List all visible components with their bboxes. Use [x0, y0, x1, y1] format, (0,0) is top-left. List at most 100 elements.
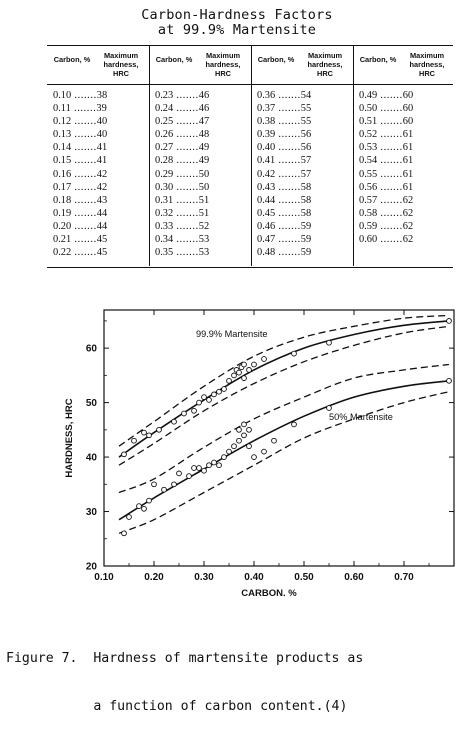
table-row: 0.41 .......57: [253, 154, 351, 167]
table-row: 0.42 .......57: [253, 168, 351, 181]
carbon-value: 0.44: [257, 194, 276, 206]
leader-dots: .......: [71, 155, 97, 167]
carbon-value: 0.24: [155, 103, 174, 115]
header-carbon: Carbon, %: [359, 55, 397, 64]
leader-dots: .......: [377, 207, 403, 219]
header-hardness: Maximum hardness, HRC: [409, 51, 445, 78]
table-row: 0.19 .......44: [49, 207, 147, 220]
table-row: 0.50 .......60: [355, 102, 453, 115]
carbon-value: 0.47: [257, 234, 276, 246]
carbon-value: 0.57: [359, 194, 378, 206]
hardness-value: 41: [96, 142, 108, 154]
leader-dots: .......: [275, 142, 301, 154]
hardness-value: 47: [198, 116, 210, 128]
martensite-50-data-point: [246, 426, 252, 433]
table-row: 0.12 .......40: [49, 115, 147, 128]
table-row: 0.33 .......52: [151, 220, 249, 233]
hardness-value: 59: [300, 220, 312, 232]
hardness-value: 42: [96, 181, 108, 193]
table-row: 0.29 .......50: [151, 168, 249, 181]
martensite-99-9-lower-band: [118, 325, 450, 466]
carbon-value: 0.23: [155, 90, 174, 101]
table-column-divider: [149, 46, 150, 266]
leader-dots: .......: [377, 103, 403, 115]
leader-dots: .......: [377, 220, 403, 232]
leader-dots: .......: [377, 155, 403, 167]
leader-dots: .......: [173, 116, 199, 128]
y-tick-label: 30: [86, 507, 98, 518]
hardness-value: 59: [300, 234, 312, 246]
hardness-value: 51: [198, 194, 210, 206]
hardness-value: 53: [198, 234, 210, 246]
table-row: 0.38 .......55: [253, 115, 351, 128]
carbon-value: 0.54: [359, 155, 378, 167]
carbon-value: 0.45: [257, 207, 276, 219]
leader-dots: .......: [275, 116, 301, 128]
carbon-value: 0.35: [155, 247, 174, 259]
carbon-value: 0.30: [155, 181, 174, 193]
x-tick-label: 0.20: [144, 572, 164, 583]
leader-dots: .......: [377, 234, 403, 246]
hardness-value: 40: [96, 129, 108, 141]
martensite-99-9-data-point: [236, 369, 242, 376]
table-column: Carbon, % Maximum hardness, HRC 0.10 .....…: [49, 42, 147, 272]
hardness-value: 56: [300, 129, 312, 141]
martensite-50-upper-band: [118, 363, 450, 494]
leader-dots: .......: [275, 103, 301, 115]
table-row: 0.35 .......53: [151, 246, 249, 259]
carbon-value: 0.18: [53, 194, 72, 206]
leader-dots: .......: [70, 103, 97, 115]
hardness-chart: 0.10 0.20 0.30 0.40 0.50 0.60 0.70 20 30 40 50 60 99…: [0, 296, 474, 599]
table-row: 0.53 .......61: [355, 141, 453, 154]
carbon-value: 0.21: [53, 234, 72, 246]
martensite-99-9-curve: [118, 320, 450, 458]
leader-dots: .......: [173, 234, 199, 246]
leader-dots: .......: [377, 116, 403, 128]
table-row: 0.15 .......41: [49, 154, 147, 167]
table-row: 0.46 .......59: [253, 220, 351, 233]
leader-dots: .......: [71, 181, 97, 193]
table-row: 0.21 .......45: [49, 233, 147, 246]
hardness-value: 52: [198, 220, 210, 232]
table-row: 0.25 .......47: [151, 115, 249, 128]
martensite-50-data-point: [126, 514, 132, 520]
martensite-99-9-data-point: [246, 367, 252, 373]
leader-dots: .......: [173, 247, 199, 259]
table-row: 0.16 .......42: [49, 168, 147, 181]
hardness-value: 46: [198, 90, 210, 101]
leader-dots: .......: [275, 220, 301, 232]
table-row: 0.59 .......62: [355, 220, 453, 233]
caption-line-1: Figure 7. Hardness of martensite product…: [6, 651, 364, 666]
carbon-value: 0.41: [257, 155, 276, 167]
martensite-99-9-data-point: [206, 397, 212, 403]
carbon-value: 0.15: [53, 155, 72, 167]
carbon-value: 0.50: [359, 103, 378, 115]
martensite-50-data-point: [186, 473, 192, 479]
leader-dots: .......: [71, 234, 97, 246]
hardness-value: 61: [402, 129, 414, 141]
table-row: 0.37 .......55: [253, 102, 351, 115]
plot-frame: [103, 309, 455, 567]
table-row: 0.47 .......59: [253, 233, 351, 246]
table-top-rule: [47, 45, 453, 46]
hardness-value: 49: [198, 155, 210, 167]
hardness-value: 60: [402, 103, 414, 115]
hardness-value: 62: [402, 194, 414, 206]
header-hardness: Maximum hardness, HRC: [205, 51, 241, 78]
leader-dots: .......: [173, 155, 199, 167]
leader-dots: .......: [71, 194, 97, 206]
table-row: 0.45 .......58: [253, 207, 351, 220]
leader-dots: .......: [275, 181, 301, 193]
table-row: 0.22 .......45: [49, 246, 147, 259]
martensite-50-data-point: [141, 505, 147, 512]
martensite-50-data-point: [226, 448, 232, 455]
hardness-value: 48: [198, 129, 210, 141]
table-row: 0.55 .......61: [355, 168, 453, 181]
table-row: 0.32 .......51: [151, 207, 249, 220]
leader-dots: .......: [377, 129, 403, 141]
table-row: 0.17 .......42: [49, 181, 147, 194]
leader-dots: .......: [71, 207, 97, 219]
leader-dots: .......: [275, 234, 301, 246]
martensite-99-9-data-point: [131, 437, 137, 444]
leader-dots: .......: [71, 247, 97, 259]
